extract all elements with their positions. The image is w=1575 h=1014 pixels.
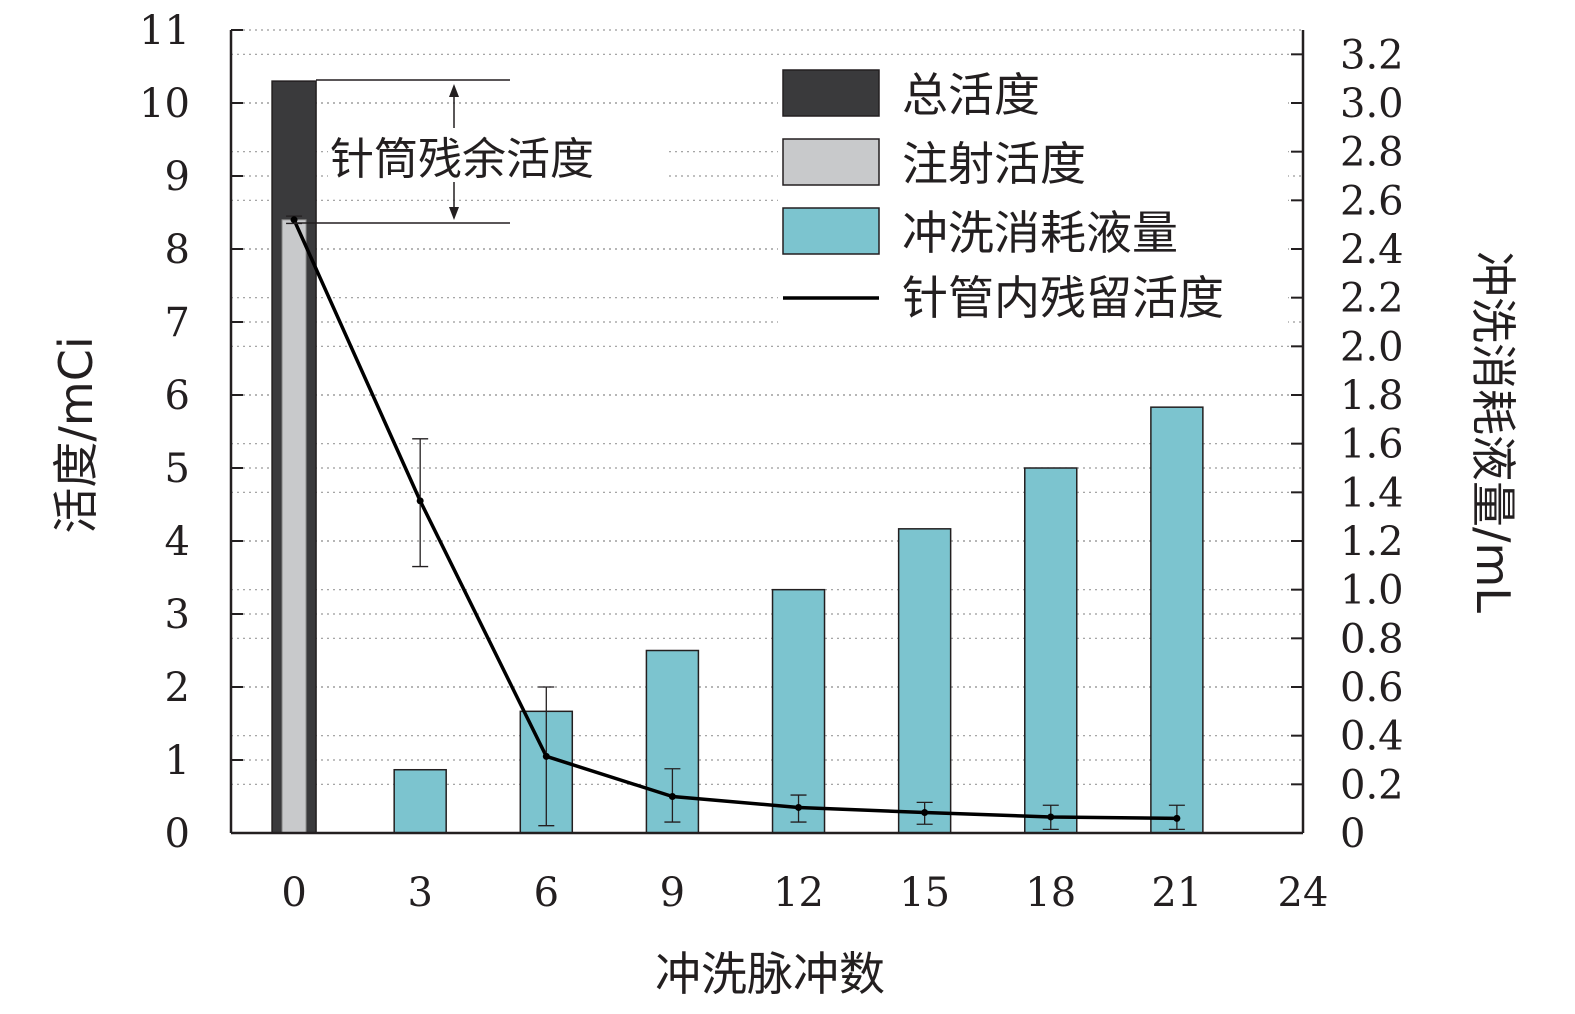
- x-tick-label: 0: [281, 870, 306, 916]
- tick-layer: 0123456789101100.20.40.60.81.01.21.41.61…: [139, 8, 1404, 916]
- y-right-tick-label: 3.2: [1340, 32, 1404, 78]
- point-residual-activity: [1173, 814, 1181, 822]
- point-residual-activity: [921, 809, 929, 817]
- legend-swatch-injected-activity: [782, 138, 880, 186]
- grid-layer: [231, 29, 1303, 785]
- y-right-tick-label: 1.2: [1340, 519, 1404, 565]
- y-left-tick-label: 5: [165, 446, 190, 492]
- syringe-residual-annotation: 针筒残余活度: [294, 79, 666, 224]
- x-tick-label: 24: [1278, 870, 1329, 916]
- legend-label-total-activity: 总活度: [902, 68, 1040, 122]
- y-right-tick-label: 1.4: [1340, 470, 1404, 516]
- annotation-arrow-down-head: [449, 207, 459, 220]
- y-right-tick-label: 1.8: [1340, 373, 1404, 419]
- legend-label-residual-activity: 针管内残留活度: [902, 271, 1224, 325]
- y-right-tick-label: 1.6: [1340, 422, 1404, 468]
- y-left-tick-label: 10: [139, 81, 190, 127]
- legend-swatch-total-activity: [782, 69, 880, 117]
- y-right-tick-label: 0.6: [1340, 665, 1404, 711]
- annotation-arrow-up-head: [449, 84, 459, 97]
- y-left-tick-label: 9: [165, 154, 190, 200]
- axis-layer: [229, 30, 1305, 835]
- x-tick-label: 21: [1151, 870, 1202, 916]
- x-tick-label: 18: [1025, 870, 1076, 916]
- y-left-tick-label: 0: [165, 811, 190, 857]
- point-residual-activity: [1047, 813, 1055, 821]
- y-left-tick-label: 3: [165, 592, 190, 638]
- bar-injected-activity: [281, 219, 307, 834]
- legend-label-flush-volume: 冲洗消耗液量: [902, 206, 1178, 260]
- legend-swatch-flush-volume: [782, 207, 880, 255]
- bar-flush-volume: [1150, 406, 1204, 834]
- y-right-tick-label: 0.8: [1340, 616, 1404, 662]
- y-right-tick-label: 2.4: [1340, 227, 1404, 273]
- y-right-tick-label: 2.6: [1340, 178, 1404, 224]
- y-left-tick-label: 7: [165, 300, 190, 346]
- y-left-tick-label: 6: [165, 373, 190, 419]
- x-tick-label: 12: [773, 870, 824, 916]
- point-residual-activity: [416, 497, 424, 505]
- y-right-tick-label: 3.0: [1340, 81, 1404, 127]
- point-residual-activity: [795, 803, 803, 811]
- point-residual-activity: [542, 752, 550, 760]
- x-axis-title: 冲洗脉冲数: [655, 947, 885, 1001]
- point-residual-activity: [290, 216, 298, 224]
- y-right-tick-label: 2.2: [1340, 276, 1404, 322]
- y-left-tick-label: 2: [165, 665, 190, 711]
- bar-flush-volume: [1024, 467, 1078, 834]
- y-right-tick-label: 1.0: [1340, 568, 1404, 614]
- legend: 总活度 注射活度 冲洗消耗液量 针管内残留活度: [778, 64, 1288, 326]
- x-tick-label: 9: [660, 870, 685, 916]
- y-right-axis-title: 冲洗消耗液量/mL: [1466, 251, 1520, 613]
- annotation-label: 针筒残余活度: [330, 134, 594, 185]
- y-right-tick-label: 0: [1340, 811, 1365, 857]
- bar-flush-volume: [897, 528, 952, 834]
- y-left-tick-label: 11: [139, 8, 190, 54]
- x-tick-label: 15: [899, 870, 950, 916]
- y-right-tick-label: 0.4: [1340, 714, 1404, 760]
- y-left-tick-label: 4: [165, 519, 190, 565]
- y-left-axis-title: 活度/mCi: [49, 336, 103, 533]
- y-right-tick-label: 0.2: [1340, 762, 1404, 808]
- y-right-tick-label: 2.0: [1340, 324, 1404, 370]
- legend-label-injected-activity: 注射活度: [902, 137, 1086, 191]
- y-right-tick-label: 2.8: [1340, 130, 1404, 176]
- line-residual-activity: [292, 219, 1177, 821]
- x-tick-label: 6: [534, 870, 559, 916]
- x-tick-label: 3: [407, 870, 432, 916]
- bar-layer: [271, 80, 1204, 834]
- y-left-tick-label: 8: [165, 227, 190, 273]
- y-left-tick-label: 1: [165, 738, 190, 784]
- point-residual-activity: [668, 793, 676, 800]
- annotation-label-bg: [328, 128, 666, 182]
- bar-flush-volume: [771, 588, 826, 834]
- bar-flush-volume: [393, 768, 447, 834]
